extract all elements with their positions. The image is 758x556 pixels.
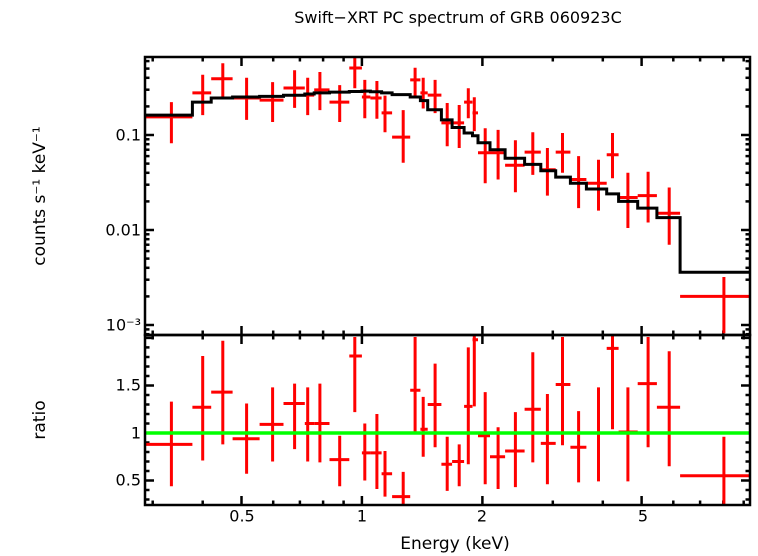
spectrum-y-tick-label-1e-3: 10⁻³ bbox=[105, 315, 141, 335]
spectrum-data-point bbox=[555, 133, 571, 173]
spectrum-data-point bbox=[490, 129, 506, 180]
ratio-y-axis-label: ratio bbox=[30, 400, 50, 440]
ratio-data-point bbox=[637, 337, 657, 448]
ratio-data-point bbox=[505, 412, 525, 488]
spectrum-data-point bbox=[259, 82, 284, 122]
ratio-data-point bbox=[490, 427, 506, 489]
ratio-data-point bbox=[192, 356, 212, 461]
x-tick-label-2: 2 bbox=[476, 506, 488, 526]
spectrum-data-point bbox=[211, 63, 233, 97]
spectrum-data-point bbox=[427, 79, 442, 114]
spectrum-data-point bbox=[381, 95, 393, 133]
spectrum-data-point bbox=[192, 74, 212, 116]
spectrum-data-point bbox=[505, 140, 525, 193]
spectrum-data-point bbox=[524, 132, 541, 175]
spectrum-data-point bbox=[420, 77, 428, 109]
ratio-data-point bbox=[304, 387, 315, 462]
x-axis-label: Energy (keV) bbox=[400, 534, 510, 554]
spectrum-data-point bbox=[283, 70, 305, 108]
ratio-data-point bbox=[441, 436, 453, 491]
ratio-data-point bbox=[232, 403, 260, 474]
ratio-data-point bbox=[656, 351, 681, 467]
ratio-data-point bbox=[329, 435, 350, 487]
x-tick-label-1: 1 bbox=[356, 506, 368, 526]
ratio-data-point bbox=[555, 337, 571, 446]
spectrum-data-point bbox=[349, 57, 362, 89]
ratio-data-point bbox=[452, 444, 465, 487]
spectrum-data-point bbox=[232, 77, 260, 120]
spectrum-data-point bbox=[680, 277, 750, 334]
spectrum-data-point bbox=[606, 133, 619, 179]
x-tick-label-5: 5 bbox=[637, 506, 649, 526]
spectrum-data-point bbox=[145, 102, 193, 144]
spectrum-y-tick-label-0.1: 0.1 bbox=[115, 125, 141, 145]
ratio-data-point bbox=[464, 347, 473, 465]
ratio-data-point bbox=[478, 392, 490, 485]
ratio-data-point bbox=[370, 414, 382, 489]
ratio-data-point bbox=[314, 383, 330, 463]
ratio-y-tick-label-1.5: 1.5 bbox=[115, 375, 141, 395]
ratio-data-point bbox=[349, 337, 362, 413]
spectrum-data-point bbox=[472, 97, 478, 132]
spectrum-data-point bbox=[586, 159, 607, 211]
spectrum-data-point bbox=[392, 110, 411, 163]
ratio-data-point bbox=[259, 387, 284, 462]
ratio-data-points bbox=[145, 336, 750, 505]
ratio-data-point bbox=[540, 394, 556, 485]
plot-title: Swift−XRT PC spectrum of GRB 060923C bbox=[294, 8, 622, 27]
spectrum-data-point bbox=[361, 79, 371, 119]
ratio-data-point bbox=[472, 336, 478, 407]
x-tick-label-0.5: 0.5 bbox=[229, 506, 255, 526]
ratio-data-point bbox=[420, 396, 428, 457]
ratio-data-point bbox=[211, 340, 233, 445]
ratio-data-point bbox=[570, 411, 587, 483]
ratio-data-point bbox=[392, 471, 411, 505]
spectrum-data-point bbox=[637, 171, 657, 223]
spectrum-data-point bbox=[441, 103, 453, 147]
ratio-data-point bbox=[680, 436, 750, 505]
spectrum-y-axis-label: counts s⁻¹ keV⁻¹ bbox=[30, 126, 50, 266]
ratio-data-point bbox=[283, 383, 305, 450]
ratio-panel-frame bbox=[143, 333, 752, 507]
ratio-data-point bbox=[145, 401, 193, 487]
ratio-y-tick-label-1: 1 bbox=[130, 423, 141, 443]
spectrum-data-point bbox=[478, 128, 490, 184]
ratio-data-point bbox=[410, 337, 421, 433]
ratio-data-point bbox=[606, 336, 619, 430]
spectrum-data-point bbox=[314, 72, 330, 111]
spectrum-data-point bbox=[410, 67, 421, 96]
ratio-data-point bbox=[524, 352, 541, 463]
ratio-y-tick-label-0.5: 0.5 bbox=[115, 470, 141, 490]
spectrum-data-point bbox=[464, 88, 473, 119]
spectrum-data-point bbox=[370, 81, 382, 119]
ratio-data-point bbox=[381, 451, 393, 497]
model-step-line bbox=[145, 89, 750, 274]
spectrum-y-tick-label-0.01: 0.01 bbox=[105, 220, 141, 240]
